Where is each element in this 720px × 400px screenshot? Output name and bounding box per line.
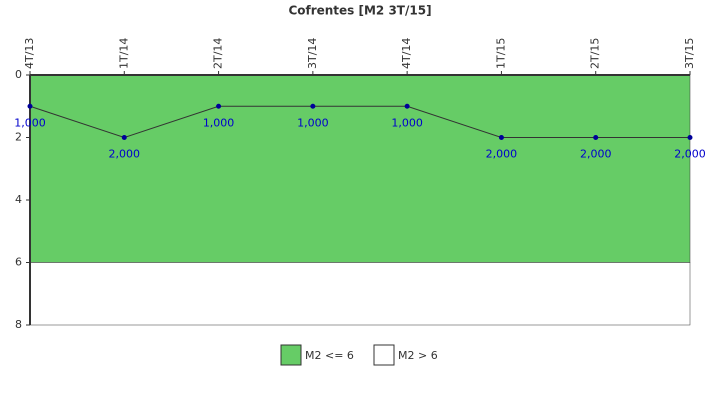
data-label: 2,000 — [486, 148, 518, 161]
point — [687, 135, 693, 140]
point — [498, 135, 504, 140]
x-tick-label: 1T/14 — [117, 38, 130, 69]
legend-swatch — [373, 344, 395, 366]
data-label: 2,000 — [674, 148, 706, 161]
x-tick-label: 4T/14 — [400, 38, 413, 69]
data-label: 2,000 — [580, 148, 612, 161]
data-label: 1,000 — [14, 116, 46, 129]
point — [27, 103, 33, 109]
point — [404, 103, 410, 109]
x-tick-label: 4T/13 — [23, 38, 36, 69]
legend-label: M2 <= 6 — [305, 349, 354, 362]
y-tick-label: 0 — [15, 68, 22, 81]
y-tick-label: 2 — [15, 131, 22, 144]
y-tick-label: 4 — [15, 193, 22, 206]
data-label: 1,000 — [203, 116, 235, 129]
x-tick-label: 2T/14 — [212, 38, 225, 69]
x-tick-label: 3T/15 — [683, 38, 696, 69]
data-label: 2,000 — [109, 148, 141, 161]
x-tick-label: 3T/14 — [306, 38, 319, 69]
data-label: 1,000 — [297, 116, 329, 129]
point — [593, 135, 599, 140]
line — [29, 105, 690, 139]
y-tick-label: 6 — [15, 256, 22, 269]
legend-swatch — [280, 344, 302, 366]
point — [310, 103, 316, 109]
data-label: 1,000 — [391, 116, 423, 129]
x-tick-label: 1T/15 — [494, 38, 507, 69]
legend-label: M2 > 6 — [398, 349, 438, 362]
point — [216, 103, 222, 109]
x-tick-label: 2T/15 — [589, 38, 602, 69]
band — [29, 74, 691, 263]
band — [29, 262, 691, 326]
point — [121, 135, 127, 140]
y-tick-label: 8 — [15, 318, 22, 331]
chart-title: Cofrentes [M2 3T/15] — [288, 4, 431, 18]
